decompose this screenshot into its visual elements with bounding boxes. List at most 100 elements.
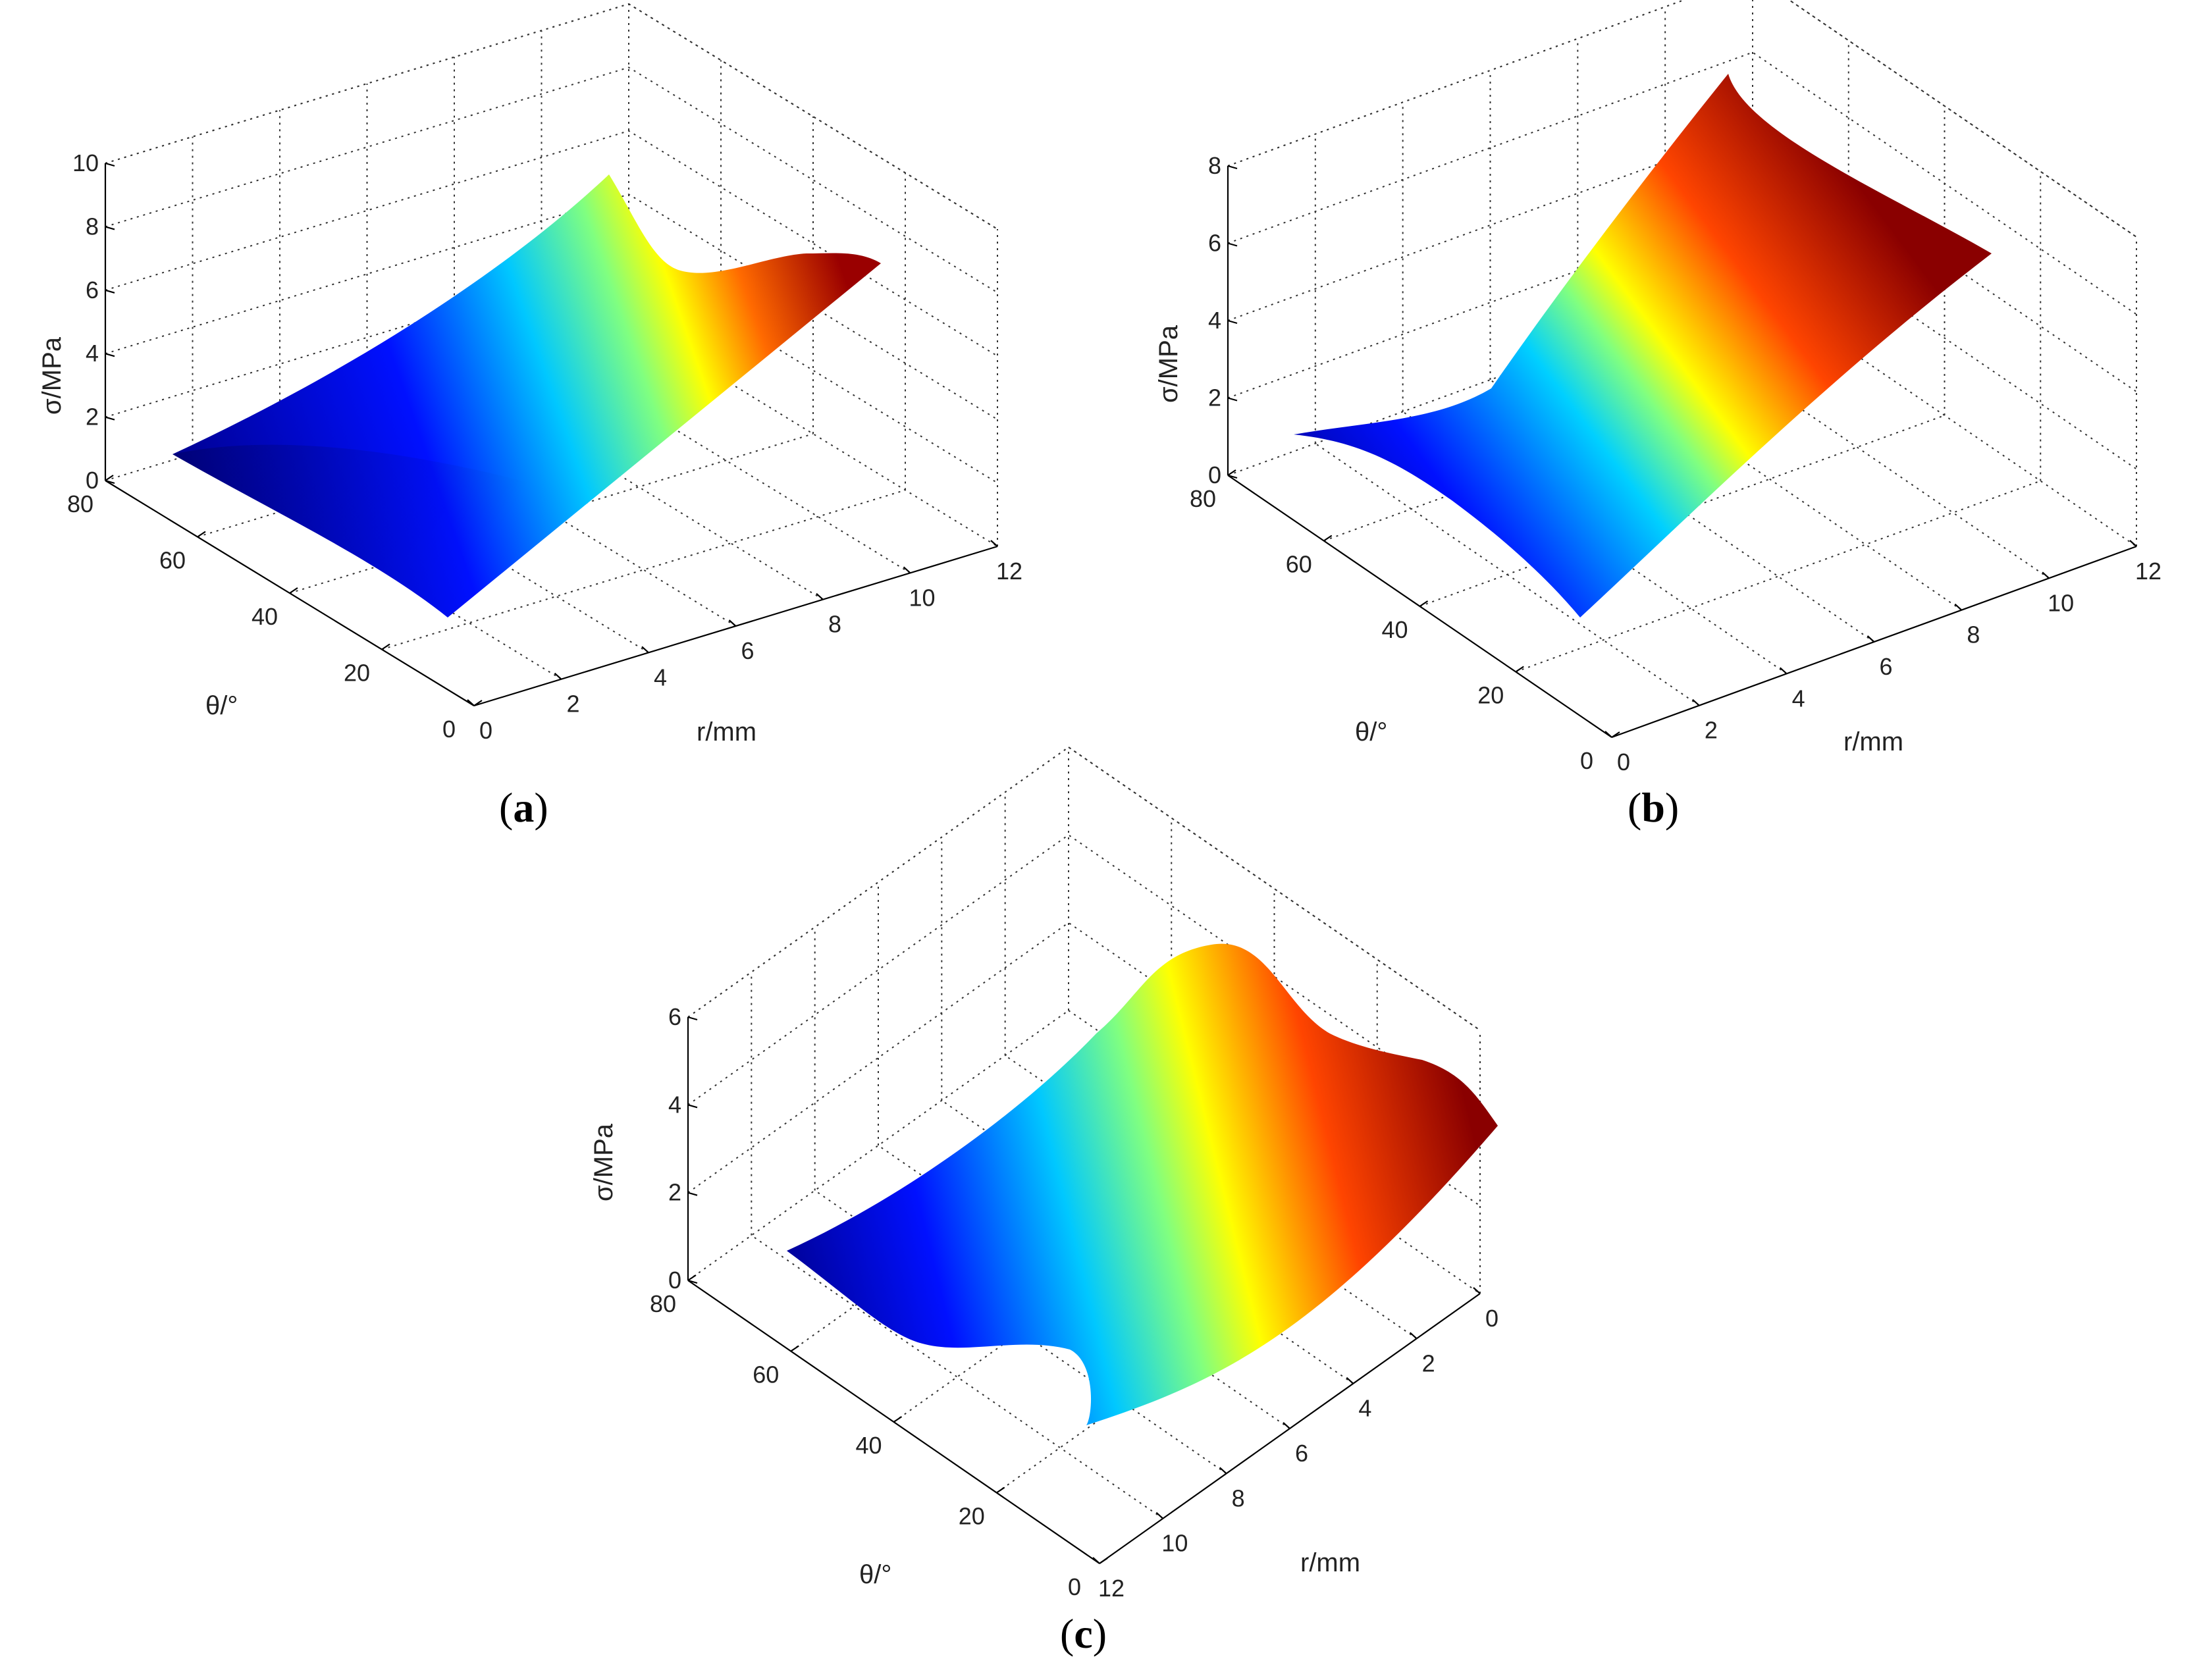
theta-tick-label: 80 xyxy=(1190,485,1216,512)
z-tick-label: 2 xyxy=(86,404,99,431)
z-tick-mark xyxy=(105,479,115,485)
grid-line xyxy=(687,1010,1069,1281)
chart-panel-c: 12 10 8 6 4 2 0 0 20 40 60 80 0 2 4 6 σ/MPa θ/° r/mm xyxy=(560,746,1626,1602)
theta-tick-label: 20 xyxy=(1477,682,1504,709)
z-tick-label: 10 xyxy=(72,149,99,176)
z-tick-label: 8 xyxy=(86,213,99,240)
ylabel-b: θ/° xyxy=(1355,718,1387,747)
xlabel-a: r/mm xyxy=(697,718,756,747)
r-tick-label: 12 xyxy=(1098,1575,1125,1602)
theta-tick-mark xyxy=(790,1345,799,1352)
r-tick-mark xyxy=(816,592,824,600)
z-tick-label: 0 xyxy=(86,467,99,494)
grid-line xyxy=(1227,51,2137,315)
r-tick-label: 6 xyxy=(741,637,754,664)
z-tick-mark xyxy=(687,1192,698,1196)
r-tick-mark xyxy=(1092,1557,1100,1564)
surface-shade-a xyxy=(172,444,593,617)
xlabel-b: r/mm xyxy=(1843,727,1903,756)
r-tick-label: 0 xyxy=(1485,1305,1498,1332)
theta-tick-mark xyxy=(687,1274,697,1281)
r-tick-mark xyxy=(2042,571,2050,579)
z-tick-label: 6 xyxy=(86,276,99,303)
grid-line xyxy=(1664,315,2050,579)
r-tick-mark xyxy=(641,646,649,654)
r-tick-label: 0 xyxy=(479,717,492,744)
theta-tick-mark xyxy=(1099,1558,1108,1564)
z-tick-mark xyxy=(687,1279,698,1284)
r-tick-label: 8 xyxy=(1232,1484,1245,1511)
r-tick-label: 12 xyxy=(2135,558,2161,585)
r-tick-label: 6 xyxy=(1295,1440,1308,1467)
r-tick-label: 10 xyxy=(1161,1530,1188,1557)
z-tick-label: 8 xyxy=(1208,152,1221,179)
r-tick-mark xyxy=(2129,540,2137,547)
r-tick-label: 4 xyxy=(1792,685,1805,712)
grid-line xyxy=(105,3,998,230)
theta-tick-label: 60 xyxy=(753,1361,779,1388)
theta-tick-mark xyxy=(996,1486,1005,1494)
r-tick-mark xyxy=(1409,1332,1417,1340)
r-tick-label: 0 xyxy=(1617,748,1630,775)
z-tick-label: 4 xyxy=(668,1091,681,1118)
z-tick-label: 0 xyxy=(668,1267,681,1294)
chart-panel-a: 0 2 4 6 8 10 12 0 20 40 60 80 0 2 4 6 8 10 σ/MPa θ/° r/mm xyxy=(0,0,1067,777)
z-tick-mark xyxy=(687,1104,698,1109)
z-tick-mark xyxy=(1227,165,1238,170)
surface-b xyxy=(1294,74,1992,617)
r-tick-mark xyxy=(467,699,475,706)
zlabel-b: σ/MPa xyxy=(1154,325,1183,403)
r-tick-mark xyxy=(1604,731,1612,738)
grid-line xyxy=(1577,347,1962,611)
r-tick-label: 4 xyxy=(1358,1395,1371,1422)
grid-line xyxy=(1323,349,1849,542)
grid-line xyxy=(381,489,906,650)
caption-a: (a) xyxy=(499,784,548,831)
xlabel-c: r/mm xyxy=(1300,1548,1360,1577)
theta-tick-mark xyxy=(1419,600,1429,607)
r-tick-label: 8 xyxy=(1967,621,1980,648)
theta-tick-label: 80 xyxy=(67,490,93,517)
theta-tick-mark xyxy=(105,475,114,481)
z-tick-mark xyxy=(105,353,115,357)
grid-line xyxy=(1227,128,2137,392)
theta-tick-label: 40 xyxy=(855,1432,882,1459)
theta-tick-label: 60 xyxy=(1286,551,1312,578)
theta-tick-mark xyxy=(197,531,206,538)
theta-tick-label: 0 xyxy=(442,716,456,743)
grid-line xyxy=(105,130,998,357)
r-tick-mark xyxy=(903,566,911,574)
theta-tick-mark xyxy=(289,587,298,594)
z-tick-label: 2 xyxy=(668,1179,681,1206)
z-tick-mark xyxy=(1227,474,1238,479)
zlabel-a: σ/MPa xyxy=(38,336,66,415)
grid-line xyxy=(289,433,814,594)
theta-tick-label: 60 xyxy=(159,547,186,574)
theta-tick-label: 40 xyxy=(1381,616,1408,643)
r-tick-mark xyxy=(1692,698,1700,706)
z-tick-label: 2 xyxy=(1208,384,1221,411)
chart-panel-b: 0 2 4 6 8 10 12 0 20 40 60 80 0 2 4 6 8 σ/MPa θ/° r/mm xyxy=(1119,0,2199,790)
grid-line xyxy=(1419,415,1945,607)
theta-tick-label: 40 xyxy=(252,603,278,630)
theta-tick-mark xyxy=(1227,469,1236,476)
theta-tick-label: 20 xyxy=(344,660,370,687)
caption-b: (b) xyxy=(1628,784,1680,831)
grid-line xyxy=(1515,480,2041,673)
r-tick-mark xyxy=(1346,1377,1354,1384)
z-tick-label: 6 xyxy=(668,1003,681,1030)
z-tick-mark xyxy=(1227,242,1238,247)
r-tick-label: 4 xyxy=(654,664,667,691)
grid-line xyxy=(105,66,998,294)
r-tick-mark xyxy=(1219,1467,1227,1475)
grid-line xyxy=(751,1234,1163,1519)
r-tick-label: 2 xyxy=(1422,1350,1435,1377)
theta-tick-mark xyxy=(893,1416,903,1423)
z-tick-label: 4 xyxy=(1208,307,1221,334)
theta-tick-mark xyxy=(1323,535,1333,542)
z-tick-mark xyxy=(105,289,115,294)
caption-c: (c) xyxy=(1060,1610,1107,1657)
r-tick-mark xyxy=(990,540,998,547)
z-tick-label: 6 xyxy=(1208,230,1221,257)
